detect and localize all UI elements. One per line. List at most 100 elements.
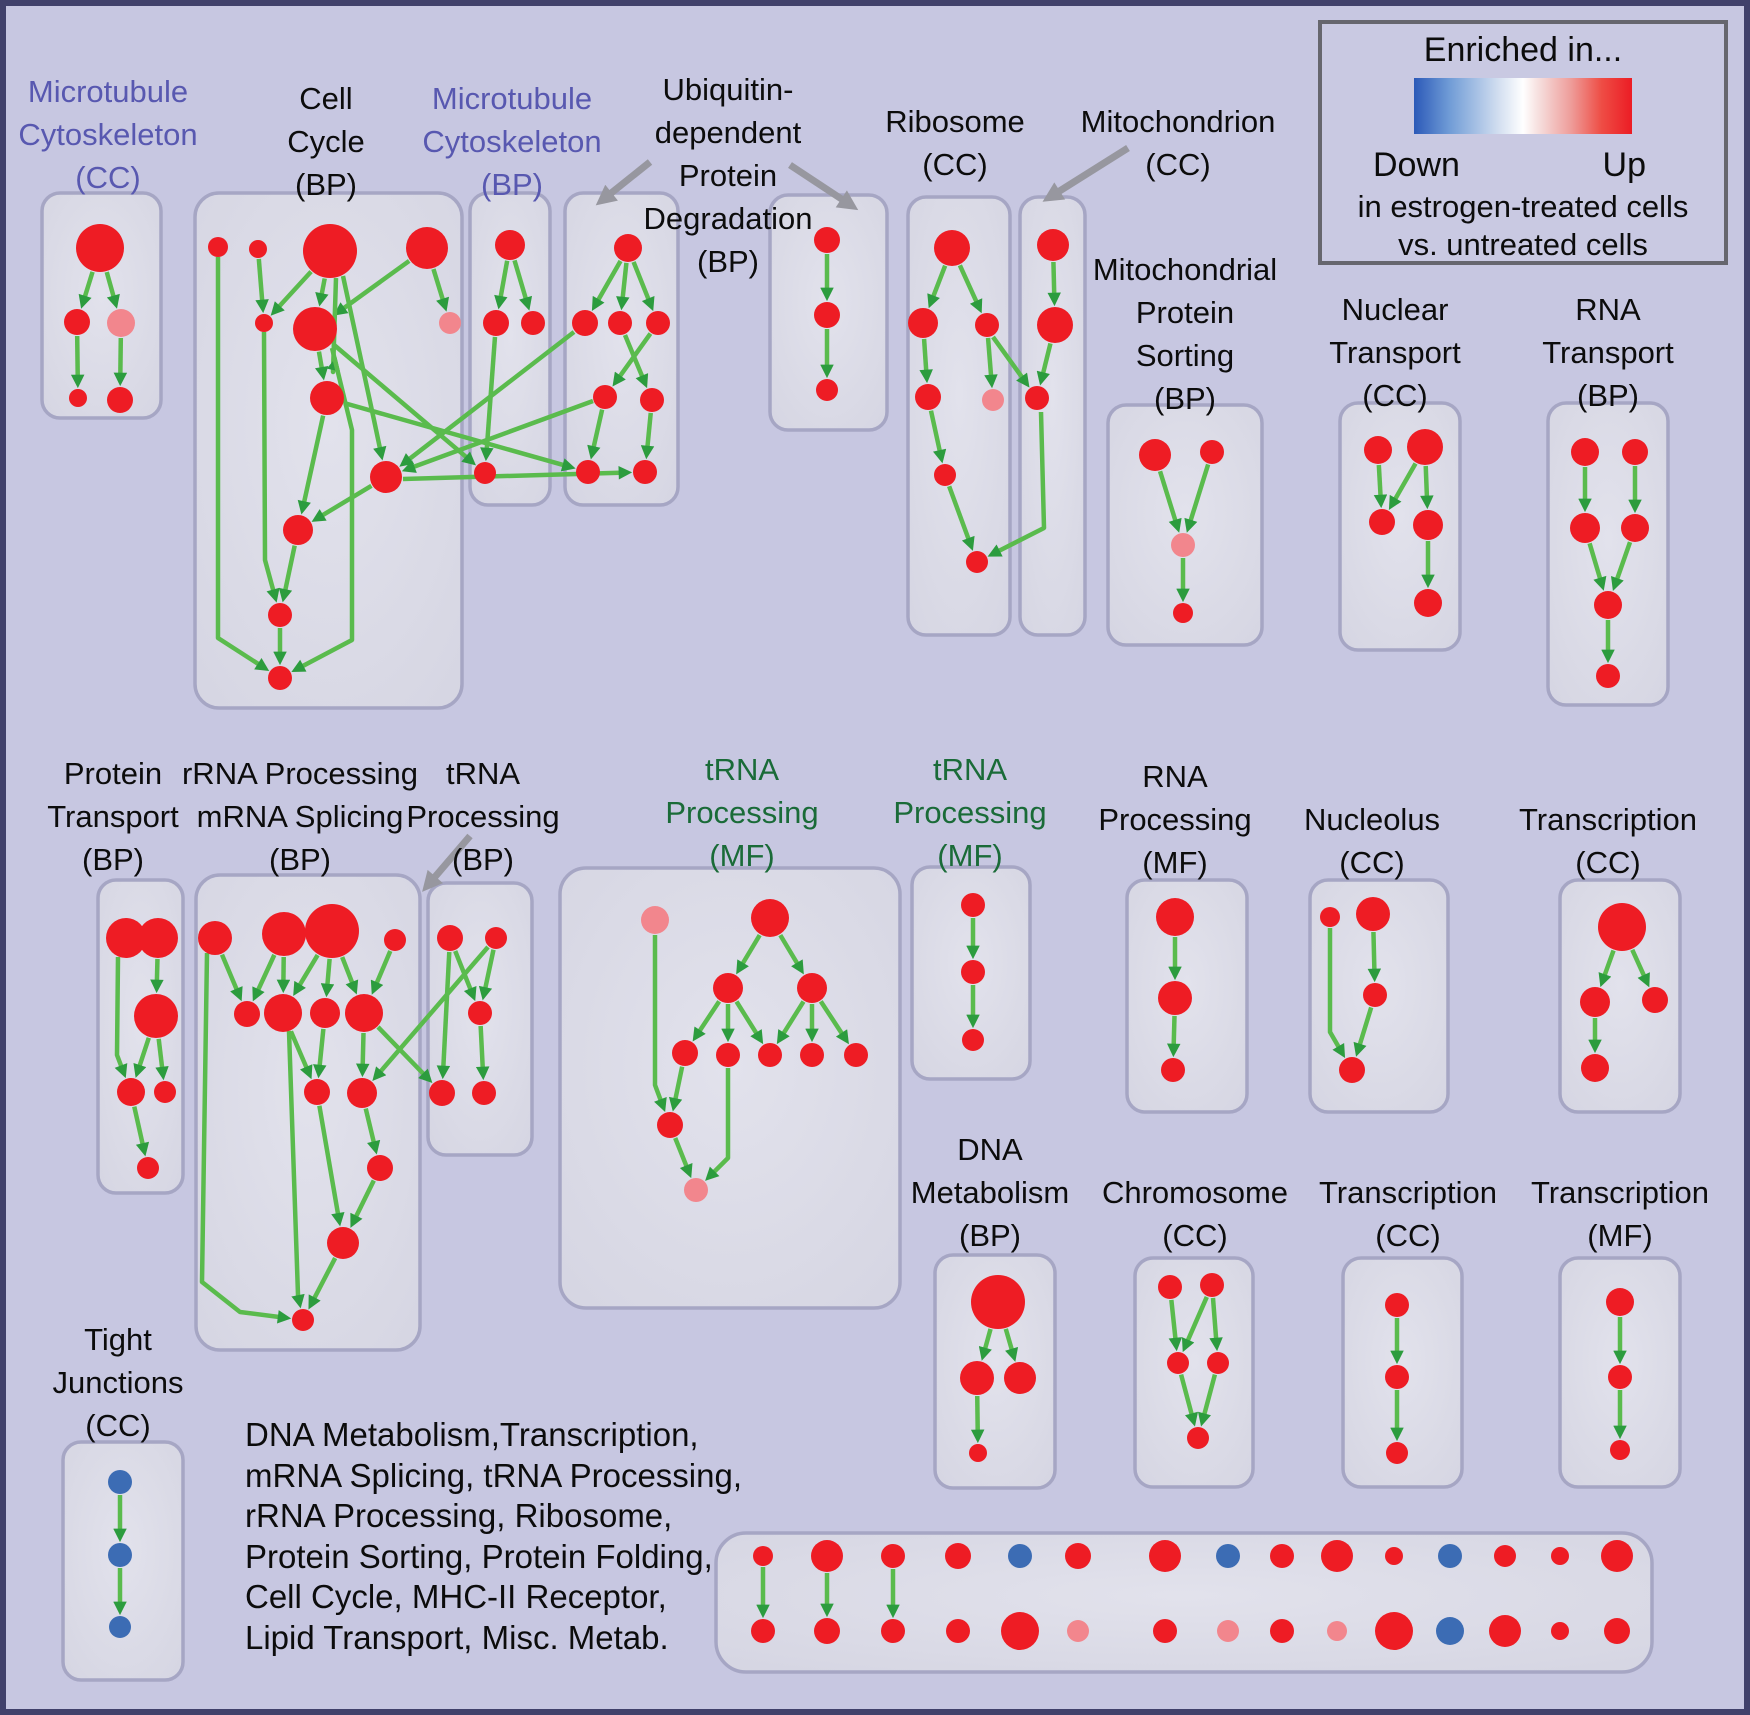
cross-edge xyxy=(991,335,1030,388)
edge-rrna xyxy=(363,1108,381,1155)
go-term-node-rna_proc-2 xyxy=(1161,1058,1185,1082)
go-term-node-protein_tr-2 xyxy=(134,994,178,1038)
go-term-node-ribosome-1 xyxy=(908,308,938,338)
note-line-1: mRNA Splicing, tRNA Processing, xyxy=(245,1456,743,1494)
go-term-node-trna_mf1-2 xyxy=(713,973,743,1003)
go-term-node-nucleolus-3 xyxy=(1339,1057,1365,1083)
edge-trna_mf1 xyxy=(652,935,667,1113)
go-term-node-misc_row-5 xyxy=(1065,1543,1091,1569)
go-term-node-mito_sort-1 xyxy=(1200,440,1224,464)
edge-cell_cycle xyxy=(278,545,297,603)
go-term-node-chromosome-3 xyxy=(1207,1352,1229,1374)
go-term-node-misc_row-8 xyxy=(1270,1544,1294,1568)
go-term-node-chromosome-0 xyxy=(1158,1275,1182,1299)
go-term-node-misc_row-12 xyxy=(1494,1545,1516,1567)
go-term-node-ribosome-3 xyxy=(915,384,941,410)
edge-trna_bp xyxy=(436,951,452,1080)
go-term-node-cell_cycle-3 xyxy=(406,227,448,269)
cluster-box-chromosome xyxy=(1133,1256,1255,1489)
go-term-node-nuclear_tr-1 xyxy=(1407,429,1443,465)
go-term-node-cell_cycle-0 xyxy=(208,237,228,257)
edge-chromosome xyxy=(1209,1297,1223,1352)
go-term-node-ribosome-4 xyxy=(982,389,1004,411)
edge-trna_mf1 xyxy=(705,1068,731,1181)
edge-rrna xyxy=(286,1030,305,1309)
edge-ubiq xyxy=(631,261,655,312)
go-term-node-rrna-4 xyxy=(234,1001,260,1027)
go-term-node-misc_row-2 xyxy=(881,1544,905,1568)
go-term-node-rrna-11 xyxy=(327,1227,359,1259)
go-term-node-ubiq2-1 xyxy=(814,302,840,328)
edge-ribosome xyxy=(928,410,947,464)
go-term-node-trna_mf1-9 xyxy=(657,1112,683,1138)
edge-nuclear_tr xyxy=(1388,462,1418,510)
go-term-node-ubiq-4 xyxy=(593,385,617,409)
go-term-node-ubiq2-0 xyxy=(814,227,840,253)
go-term-node-dna_met-2 xyxy=(1004,1362,1036,1394)
go-term-node-rrna-1 xyxy=(262,912,306,956)
go-term-node-misc_row-23 xyxy=(1270,1619,1294,1643)
go-term-node-cell_cycle-1 xyxy=(249,240,267,258)
go-term-node-rrna-9 xyxy=(347,1078,377,1108)
go-term-node-transc_cc_mid-2 xyxy=(1642,987,1668,1013)
edge-dna_met xyxy=(978,1328,993,1361)
edge-nuclear_tr xyxy=(1420,465,1434,510)
label-pointer-arrow-0 xyxy=(595,159,653,206)
edge-mito_sort xyxy=(1157,470,1182,533)
label-pointer-arrow-1 xyxy=(788,162,859,211)
go-term-node-rrna-2 xyxy=(305,904,359,958)
go-term-node-misc_row-14 xyxy=(1601,1540,1633,1572)
go-term-node-transc_cc_bot-0 xyxy=(1385,1293,1409,1317)
edge-cell_cycle xyxy=(291,347,355,673)
edge-rrna xyxy=(308,1257,338,1310)
edge-trna_bp xyxy=(478,949,496,1001)
go-term-node-trna_mf1-3 xyxy=(797,973,827,1003)
legend-up-label: Up xyxy=(1602,146,1646,184)
edge-rrna xyxy=(219,953,243,1002)
edge-rna_tr xyxy=(1587,542,1607,591)
go-term-node-misc_row-7 xyxy=(1216,1544,1240,1568)
go-term-node-mt_bp-1 xyxy=(483,310,509,336)
edge-cell_cycle xyxy=(311,483,373,522)
note-block: DNA Metabolism,Transcription, mRNA Splici… xyxy=(245,1415,742,1658)
go-term-node-mt_cc-3 xyxy=(69,389,87,407)
edge-mt_cc xyxy=(78,271,95,309)
edge-trna_bp xyxy=(475,1025,490,1081)
edge-rrna xyxy=(288,1030,313,1080)
go-term-node-tight_j-0 xyxy=(108,1470,132,1494)
go-term-node-misc_row-25 xyxy=(1375,1612,1413,1650)
go-term-node-mt_cc-1 xyxy=(64,309,90,335)
go-term-node-dna_met-0 xyxy=(971,1275,1025,1329)
legend-title: Enriched in... xyxy=(1423,31,1623,69)
go-term-node-mitochondrion_box-1 xyxy=(1037,307,1073,343)
go-term-node-trna_bp-3 xyxy=(429,1080,455,1106)
edge-protein_tr xyxy=(155,1038,169,1081)
go-term-node-misc_row-16 xyxy=(814,1618,840,1644)
go-term-node-trna_mf1-1 xyxy=(751,899,789,937)
edge-ubiq xyxy=(616,262,630,311)
go-term-node-trna_bp-1 xyxy=(485,927,507,949)
go-term-node-rna_tr-5 xyxy=(1596,664,1620,688)
go-term-node-trna_mf1-8 xyxy=(844,1043,868,1067)
go-term-node-rrna-0 xyxy=(198,921,232,955)
go-term-node-nucleolus-2 xyxy=(1363,983,1387,1007)
go-term-node-trna_mf1-7 xyxy=(800,1043,824,1067)
go-term-node-ubiq-5 xyxy=(640,388,664,412)
edge-rrna xyxy=(293,953,320,996)
edge-cell_cycle xyxy=(333,259,411,316)
go-term-node-mt_cc-4 xyxy=(107,387,133,413)
go-term-node-trna_mf2-2 xyxy=(962,1029,984,1051)
go-term-node-mitochondrion_box-0 xyxy=(1037,229,1069,261)
go-term-node-chromosome-2 xyxy=(1167,1352,1189,1374)
go-term-node-protein_tr-5 xyxy=(137,1157,159,1179)
go-term-node-transc_cc_bot-2 xyxy=(1386,1442,1408,1464)
go-term-node-transc_mf-2 xyxy=(1610,1440,1630,1460)
go-term-node-rna_tr-1 xyxy=(1622,439,1648,465)
go-term-node-misc_row-1 xyxy=(811,1540,843,1572)
go-term-node-rna_proc-0 xyxy=(1156,898,1194,936)
legend-down-label: Down xyxy=(1373,146,1460,184)
legend-box: Enriched in... Down Up in estrogen-treat… xyxy=(1318,20,1728,265)
edge-cell_cycle xyxy=(315,278,329,307)
go-term-node-protein_tr-0 xyxy=(106,918,146,958)
go-term-node-misc_row-27 xyxy=(1489,1615,1521,1647)
